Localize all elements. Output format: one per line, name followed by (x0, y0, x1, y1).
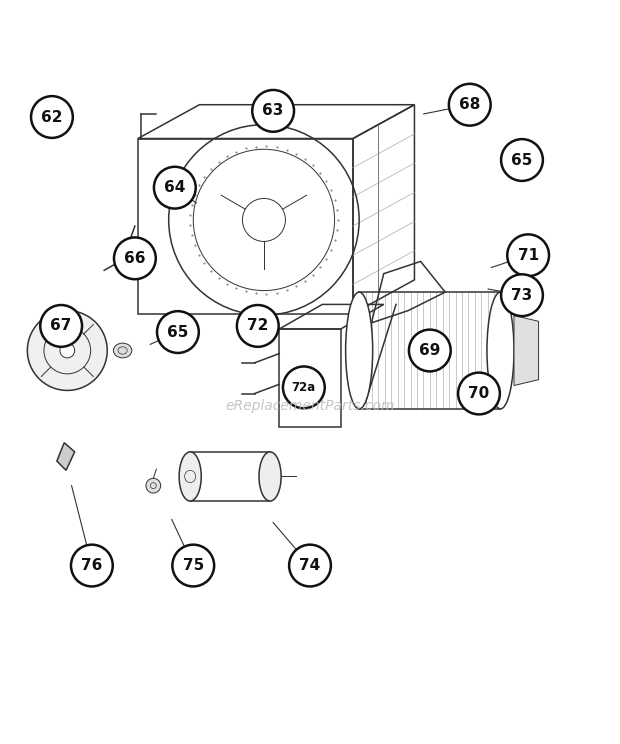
Circle shape (501, 275, 543, 316)
Polygon shape (514, 315, 539, 385)
Ellipse shape (487, 292, 514, 409)
Circle shape (458, 373, 500, 414)
Ellipse shape (345, 292, 373, 409)
Circle shape (172, 545, 214, 586)
Text: 64: 64 (164, 180, 185, 195)
Text: 74: 74 (299, 558, 321, 573)
Text: 65: 65 (167, 324, 188, 339)
Text: 70: 70 (468, 386, 490, 401)
Text: 62: 62 (41, 109, 63, 124)
Ellipse shape (259, 452, 281, 501)
Circle shape (31, 96, 73, 138)
Text: 76: 76 (81, 558, 102, 573)
Circle shape (409, 330, 451, 371)
Text: 63: 63 (262, 103, 284, 118)
Circle shape (507, 234, 549, 276)
Text: 65: 65 (512, 153, 533, 167)
Circle shape (283, 367, 325, 408)
Circle shape (449, 84, 490, 126)
Text: 73: 73 (512, 288, 533, 303)
Ellipse shape (179, 452, 202, 501)
Circle shape (114, 237, 156, 279)
Circle shape (157, 311, 199, 353)
Ellipse shape (125, 240, 151, 262)
Circle shape (501, 139, 543, 181)
Text: eReplacementParts.com: eReplacementParts.com (225, 399, 395, 413)
Circle shape (27, 310, 107, 391)
Text: 72: 72 (247, 318, 268, 333)
Circle shape (289, 545, 331, 586)
Circle shape (146, 478, 161, 493)
Circle shape (40, 305, 82, 347)
Text: 75: 75 (183, 558, 204, 573)
Polygon shape (57, 443, 74, 470)
Text: 71: 71 (518, 248, 539, 263)
Text: 72a: 72a (292, 381, 316, 394)
Circle shape (252, 90, 294, 132)
Circle shape (237, 305, 278, 347)
Text: 66: 66 (124, 251, 146, 266)
Text: 69: 69 (419, 343, 440, 358)
Circle shape (60, 343, 74, 358)
Text: 68: 68 (459, 97, 481, 112)
Circle shape (154, 167, 196, 208)
Circle shape (71, 545, 113, 586)
Text: 67: 67 (50, 318, 72, 333)
Ellipse shape (113, 343, 132, 358)
